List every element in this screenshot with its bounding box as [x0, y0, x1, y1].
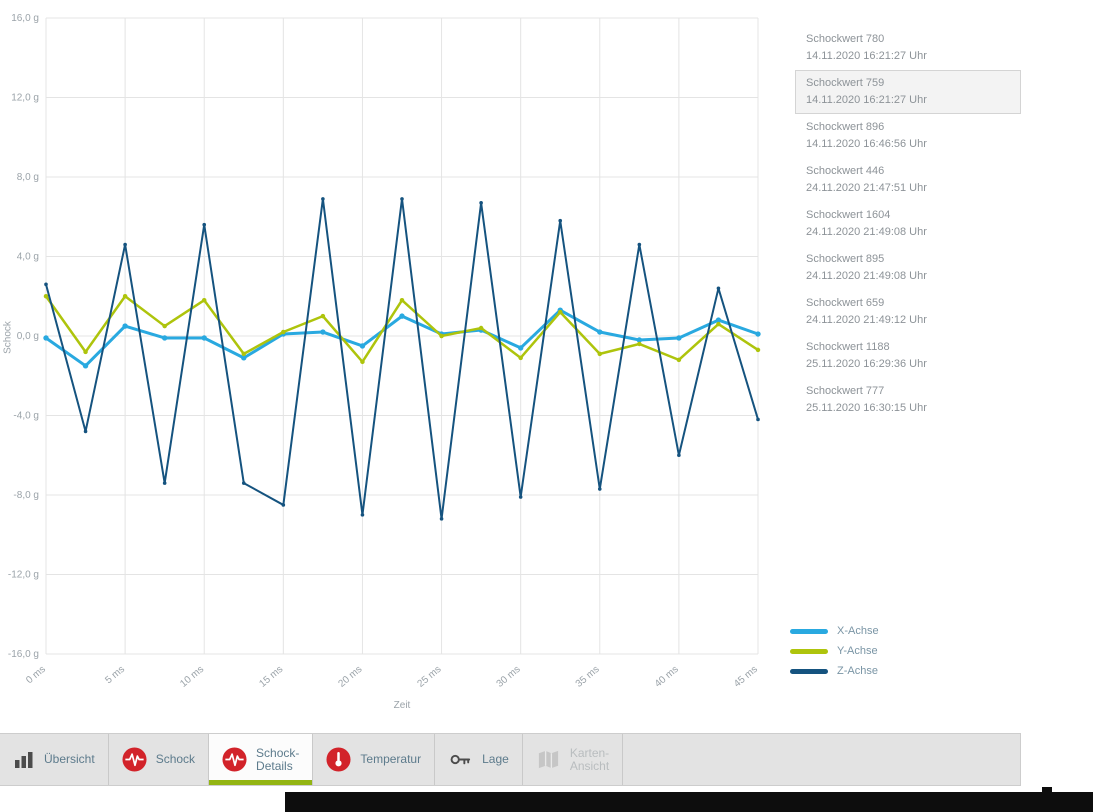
shock-pulse-icon	[222, 747, 247, 772]
shock-event-title: Schockwert 895	[806, 253, 885, 265]
shock-event-item[interactable]: Schockwert 1188 25.11.2020 16:29:36 Uhr	[795, 334, 1021, 378]
shock-event-timestamp: 24.11.2020 21:49:08 Uhr	[806, 270, 927, 282]
svg-text:12,0 g: 12,0 g	[11, 93, 39, 104]
shock-details-chart-area: Schock 16,0 g 12,0 g 8,0 g 4,0 g 0,0 g -4,0 g…	[2, 2, 784, 720]
svg-text:20 ms: 20 ms	[336, 664, 364, 690]
svg-text:10 ms: 10 ms	[178, 664, 206, 690]
tab-karten-ansicht: Karten- Ansicht	[523, 734, 624, 785]
svg-text:40 ms: 40 ms	[653, 664, 681, 690]
shock-event-list: Schockwert 780 14.11.2020 16:21:27 Uhr S…	[795, 26, 1021, 422]
svg-text:8,0 g: 8,0 g	[17, 172, 39, 183]
shock-event-item[interactable]: Schockwert 780 14.11.2020 16:21:27 Uhr	[795, 26, 1021, 70]
shock-event-item[interactable]: Schockwert 659 24.11.2020 21:49:12 Uhr	[795, 290, 1021, 334]
legend-label: Z-Achse	[837, 665, 878, 677]
shock-event-item[interactable]: Schockwert 896 14.11.2020 16:46:56 Uhr	[795, 114, 1021, 158]
svg-text:4,0 g: 4,0 g	[17, 252, 39, 263]
svg-text:0,0 g: 0,0 g	[17, 331, 39, 342]
taskbar-notch	[1042, 787, 1052, 793]
shock-event-timestamp: 25.11.2020 16:29:36 Uhr	[806, 358, 927, 370]
svg-text:-8,0 g: -8,0 g	[13, 490, 39, 501]
svg-text:0 ms: 0 ms	[24, 664, 48, 686]
tab-label: Schock- Details	[256, 745, 300, 773]
tab-temperatur[interactable]: Temperatur	[313, 734, 436, 785]
svg-text:30 ms: 30 ms	[495, 664, 523, 690]
shock-event-timestamp: 14.11.2020 16:21:27 Uhr	[806, 94, 927, 106]
svg-text:45 ms: 45 ms	[732, 664, 760, 690]
svg-text:-12,0 g: -12,0 g	[8, 570, 39, 581]
svg-text:-4,0 g: -4,0 g	[13, 411, 39, 422]
shock-event-item[interactable]: Schockwert 1604 24.11.2020 21:49:08 Uhr	[795, 202, 1021, 246]
shock-event-title: Schockwert 446	[806, 165, 885, 177]
shock-event-timestamp: 14.11.2020 16:46:56 Uhr	[806, 138, 927, 150]
shock-event-title: Schockwert 777	[806, 385, 885, 397]
shock-line-chart: 16,0 g 12,0 g 8,0 g 4,0 g 0,0 g -4,0 g -8,0 g -…	[8, 13, 761, 711]
chart-legend: X-Achse Y-Achse Z-Achse	[790, 621, 879, 681]
legend-item-z-achse: Z-Achse	[790, 661, 879, 681]
legend-label: X-Achse	[837, 625, 879, 637]
thermometer-icon	[326, 747, 351, 772]
legend-item-x-achse: X-Achse	[790, 621, 879, 641]
tab-label: Temperatur	[360, 752, 422, 766]
z-achse-color-swatch	[790, 668, 828, 674]
shock-event-timestamp: 24.11.2020 21:47:51 Uhr	[806, 182, 927, 194]
x-achse-color-swatch	[790, 628, 828, 634]
shock-event-timestamp: 24.11.2020 21:49:08 Uhr	[806, 226, 927, 238]
svg-text:Zeit: Zeit	[394, 700, 411, 711]
svg-text:16,0 g: 16,0 g	[11, 13, 39, 24]
shock-event-title: Schockwert 1188	[806, 341, 890, 353]
tab-label: Schock	[155, 752, 196, 766]
tab-label: Übersicht	[44, 752, 95, 766]
shock-event-timestamp: 25.11.2020 16:30:15 Uhr	[806, 402, 927, 414]
shock-event-item[interactable]: Schockwert 895 24.11.2020 21:49:08 Uhr	[795, 246, 1021, 290]
shock-event-item[interactable]: Schockwert 446 24.11.2020 21:47:51 Uhr	[795, 158, 1021, 202]
shock-event-item[interactable]: Schockwert 777 25.11.2020 16:30:15 Uhr	[795, 378, 1021, 422]
shock-event-title: Schockwert 759	[806, 77, 885, 89]
tab-schock-details[interactable]: Schock- Details	[209, 734, 314, 785]
shock-event-timestamp: 14.11.2020 16:21:27 Uhr	[806, 50, 927, 62]
y-achse-color-swatch	[790, 648, 828, 654]
tab-lage[interactable]: Lage	[435, 734, 523, 785]
map-icon	[536, 747, 561, 772]
svg-text:35 ms: 35 ms	[574, 664, 602, 690]
shock-event-title: Schockwert 896	[806, 121, 885, 133]
tab-schock[interactable]: Schock	[109, 734, 210, 785]
bar-chart-icon	[13, 749, 35, 771]
legend-label: Y-Achse	[837, 645, 878, 657]
bottom-tab-bar: Übersicht Schock Schock- Details Tempera…	[0, 733, 1021, 786]
shock-event-title: Schockwert 780	[806, 33, 885, 45]
shock-event-item[interactable]: Schockwert 759 14.11.2020 16:21:27 Uhr	[795, 70, 1021, 114]
legend-item-y-achse: Y-Achse	[790, 641, 879, 661]
svg-text:15 ms: 15 ms	[257, 664, 285, 690]
svg-text:25 ms: 25 ms	[416, 664, 444, 690]
tab-label: Karten- Ansicht	[569, 745, 610, 773]
tab-label: Lage	[482, 752, 509, 766]
shock-event-timestamp: 24.11.2020 21:49:12 Uhr	[806, 314, 927, 326]
shock-event-title: Schockwert 1604	[806, 209, 891, 221]
key-icon	[448, 747, 473, 772]
svg-text:5 ms: 5 ms	[103, 664, 127, 686]
svg-text:-16,0 g: -16,0 g	[8, 649, 39, 660]
shock-pulse-icon	[122, 747, 147, 772]
taskbar-strip	[285, 792, 1093, 812]
shock-event-title: Schockwert 659	[806, 297, 885, 309]
tab-uebersicht[interactable]: Übersicht	[0, 734, 109, 785]
